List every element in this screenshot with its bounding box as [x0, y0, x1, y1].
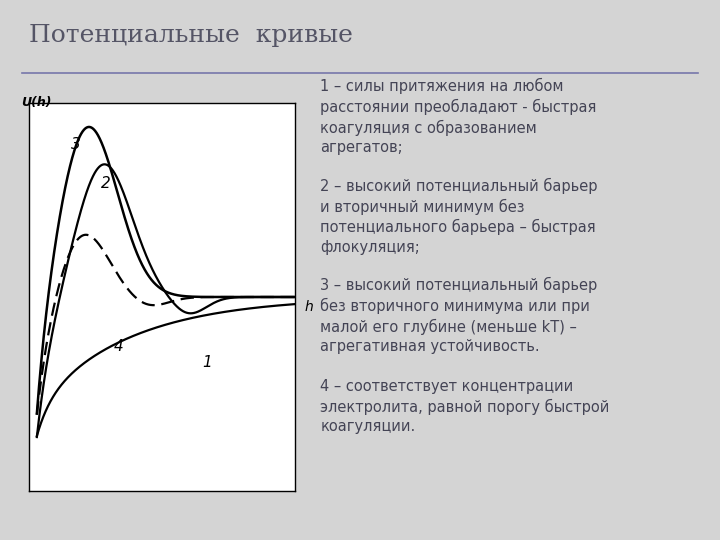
Text: 1: 1	[202, 355, 212, 370]
Text: 1 – силы притяжения на любом
расстоянии преобладают - быстрая
коагуляция с образ: 1 – силы притяжения на любом расстоянии …	[320, 78, 597, 155]
Text: 2 – высокий потенциальный барьер
и вторичный минимум без
потенциального барьера : 2 – высокий потенциальный барьер и втори…	[320, 178, 598, 254]
Text: 3 – высокий потенциальный барьер
без вторичного минимума или при
малой его глуби: 3 – высокий потенциальный барьер без вто…	[320, 277, 598, 354]
Text: Потенциальные  кривые: Потенциальные кривые	[29, 24, 353, 48]
Text: U(h): U(h)	[21, 97, 51, 110]
Text: 4 – соответствует концентрации
электролита, равной порогу быстрой
коагуляции.: 4 – соответствует концентрации электроли…	[320, 380, 610, 435]
Text: 2: 2	[101, 176, 110, 191]
Text: 4: 4	[114, 340, 124, 354]
Text: 3: 3	[71, 137, 81, 152]
Text: h: h	[305, 300, 313, 314]
